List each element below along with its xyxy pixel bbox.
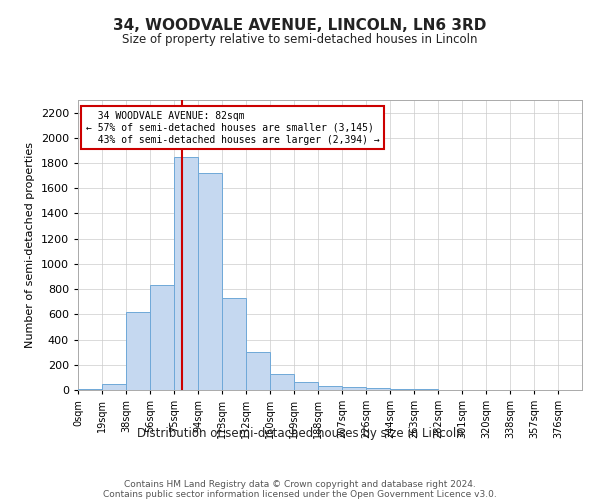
Bar: [174, 156, 198, 390]
Bar: [150, 286, 174, 390]
Bar: [318, 386, 342, 390]
Bar: [366, 388, 390, 390]
Text: Contains HM Land Registry data © Crown copyright and database right 2024.
Contai: Contains HM Land Registry data © Crown c…: [103, 480, 497, 500]
Bar: [222, 298, 246, 390]
Y-axis label: Number of semi-detached properties: Number of semi-detached properties: [25, 142, 35, 348]
Bar: [198, 173, 222, 390]
Bar: [342, 388, 366, 390]
Text: 34 WOODVALE AVENUE: 82sqm
← 57% of semi-detached houses are smaller (3,145)
  43: 34 WOODVALE AVENUE: 82sqm ← 57% of semi-…: [86, 112, 379, 144]
Bar: [102, 384, 126, 390]
Bar: [270, 374, 294, 390]
Bar: [126, 312, 150, 390]
Bar: [246, 352, 270, 390]
Text: Distribution of semi-detached houses by size in Lincoln: Distribution of semi-detached houses by …: [137, 428, 463, 440]
Bar: [294, 382, 318, 390]
Text: Size of property relative to semi-detached houses in Lincoln: Size of property relative to semi-detach…: [122, 32, 478, 46]
Text: 34, WOODVALE AVENUE, LINCOLN, LN6 3RD: 34, WOODVALE AVENUE, LINCOLN, LN6 3RD: [113, 18, 487, 32]
